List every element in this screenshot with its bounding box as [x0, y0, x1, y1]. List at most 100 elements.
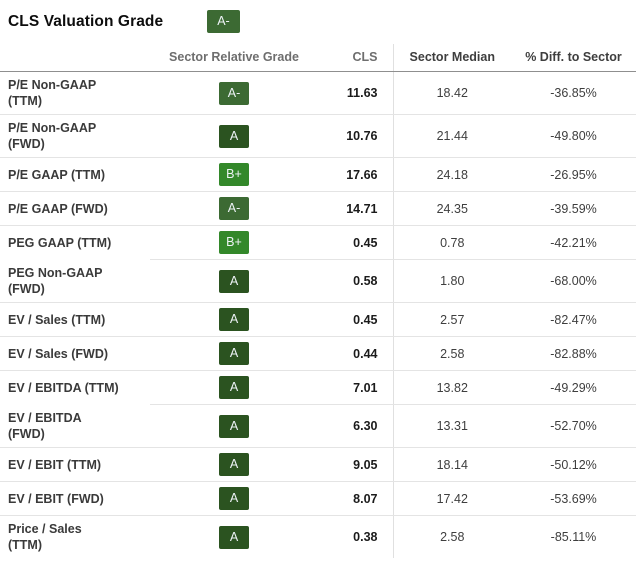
sector-median-value: 18.14	[392, 447, 511, 482]
cls-value: 17.66	[318, 157, 393, 192]
metric-label: P/E GAAP (FWD)	[0, 191, 150, 226]
diff-to-sector-value: -68.00%	[511, 259, 636, 303]
diff-to-sector-value: -26.95%	[511, 157, 636, 192]
table-row: EV / EBIT (FWD) A 8.07 17.42 -53.69%	[0, 481, 636, 516]
cls-value: 9.05	[318, 447, 393, 482]
cls-value: 0.58	[318, 259, 393, 303]
grade-badge: A	[219, 453, 249, 476]
grade-badge: A	[219, 487, 249, 510]
table-row: P/E Non-GAAP (TTM) A- 11.63 18.42 -36.85%	[0, 71, 636, 115]
col-header-diff-to-sector: % Diff. to Sector	[511, 44, 636, 72]
metric-label: PEG Non-GAAP (FWD)	[0, 259, 150, 303]
metric-label: EV / EBIT (FWD)	[0, 481, 150, 516]
page-title: CLS Valuation Grade	[8, 12, 164, 30]
table-row: EV / Sales (TTM) A 0.45 2.57 -82.47%	[0, 302, 636, 337]
grade-cell: A	[150, 481, 318, 516]
metric-label: EV / EBITDA (TTM)	[8, 380, 119, 395]
table-row: PEG GAAP (TTM) B+ 0.45 0.78 -42.21%	[0, 225, 636, 260]
cls-value: 0.45	[318, 302, 393, 337]
valuation-table: Sector Relative Grade CLS Sector Median …	[0, 44, 636, 558]
col-header-sector-median: Sector Median	[392, 44, 511, 72]
grade-badge: A-	[219, 81, 249, 105]
cls-value: 6.30	[318, 404, 393, 448]
grade-badge: B+	[219, 231, 249, 254]
col-header-cls: CLS	[318, 44, 393, 72]
metric-label: P/E Non-GAAP (TTM)	[0, 71, 150, 115]
sector-median-value: 2.58	[392, 515, 511, 558]
diff-to-sector-value: -85.11%	[550, 530, 597, 544]
table-row: EV / EBITDA (TTM) A 7.01 13.82 -49.29%	[0, 370, 636, 405]
metric-label: Price / Sales (TTM)	[8, 522, 82, 552]
grade-cell: A	[150, 370, 318, 405]
grade-cell: A	[150, 302, 318, 337]
grade-cell: A	[150, 114, 318, 158]
grade-cell: A	[150, 516, 318, 559]
diff-to-sector-value: -36.85%	[511, 71, 636, 115]
cls-value: 8.07	[318, 481, 393, 516]
diff-to-sector-value: -53.69%	[511, 481, 636, 516]
table-row: EV / EBIT (TTM) A 9.05 18.14 -50.12%	[0, 447, 636, 482]
grade-badge: B+	[219, 163, 249, 186]
sector-median-value: 18.42	[392, 71, 511, 115]
grade-cell: B+	[150, 157, 318, 192]
table-row: PEG Non-GAAP (FWD) A 0.58 1.80 -68.00%	[0, 259, 636, 303]
metric-label: EV / EBITDA (FWD)	[0, 404, 150, 448]
metric-label: P/E GAAP (TTM)	[0, 157, 150, 192]
cls-value: 7.01	[318, 370, 393, 405]
sector-median-value: 13.82	[392, 370, 511, 405]
grade-cell: A	[150, 447, 318, 482]
table-row: P/E Non-GAAP (FWD) A 10.76 21.44 -49.80%	[0, 114, 636, 158]
cls-value: 11.63	[318, 71, 393, 115]
overall-grade-badge: A-	[207, 10, 240, 33]
grade-badge: A	[219, 376, 249, 399]
metric-label: EV / EBIT (TTM)	[0, 447, 150, 482]
grade-cell: A-	[150, 71, 318, 115]
grade-badge: A	[219, 414, 249, 438]
cls-value: 10.76	[318, 114, 393, 158]
table-header-row: Sector Relative Grade CLS Sector Median …	[0, 44, 636, 72]
diff-to-sector-value: -52.70%	[511, 404, 636, 448]
sector-median-value: 13.31	[392, 404, 511, 448]
diff-to-sector-value: -39.59%	[511, 191, 636, 226]
col-header-metric	[0, 44, 150, 72]
sector-median-value: 2.58	[392, 336, 511, 371]
diff-to-sector-value: -50.12%	[511, 447, 636, 482]
col-header-sector-relative-grade: Sector Relative Grade	[150, 44, 318, 72]
cls-value: 0.38	[353, 530, 378, 544]
sector-median-value: 1.80	[392, 259, 511, 303]
grade-badge: A	[219, 124, 249, 148]
metric-label: PEG GAAP (TTM)	[8, 235, 112, 250]
table-row: P/E GAAP (FWD) A- 14.71 24.35 -39.59%	[0, 191, 636, 226]
grade-badge: A	[219, 269, 249, 293]
diff-to-sector-value: -49.29%	[511, 370, 636, 405]
table-row: EV / EBITDA (FWD) A 6.30 13.31 -52.70%	[0, 404, 636, 448]
diff-to-sector-value: -82.47%	[511, 302, 636, 337]
cls-value: 0.45	[318, 225, 393, 260]
metric-label: P/E Non-GAAP (FWD)	[0, 114, 150, 158]
grade-badge: A-	[219, 197, 249, 220]
sector-median-value: 24.35	[392, 191, 511, 226]
diff-to-sector-value: -49.80%	[511, 114, 636, 158]
diff-to-sector-value: -82.88%	[511, 336, 636, 371]
metric-label: EV / Sales (TTM)	[0, 302, 150, 337]
grade-cell: A	[150, 404, 318, 448]
sector-median-value: 0.78	[392, 225, 511, 260]
diff-to-sector-value: -42.21%	[511, 225, 636, 260]
sector-median-value: 24.18	[392, 157, 511, 192]
metric-label: EV / Sales (FWD)	[0, 336, 150, 371]
sector-median-value: 21.44	[392, 114, 511, 158]
cls-value: 14.71	[318, 191, 393, 226]
grade-cell: B+	[150, 225, 318, 260]
grade-cell: A-	[150, 191, 318, 226]
sector-median-value: 2.57	[392, 302, 511, 337]
grade-cell: A	[150, 259, 318, 303]
grade-badge: A	[219, 342, 249, 365]
grade-cell: A	[150, 336, 318, 371]
cls-value: 0.44	[318, 336, 393, 371]
sector-median-value: 17.42	[392, 481, 511, 516]
grade-badge: A	[219, 525, 249, 549]
card-header: CLS Valuation Grade A-	[0, 0, 636, 44]
table-row: P/E GAAP (TTM) B+ 17.66 24.18 -26.95%	[0, 157, 636, 192]
table-row: EV / Sales (FWD) A 0.44 2.58 -82.88%	[0, 336, 636, 371]
